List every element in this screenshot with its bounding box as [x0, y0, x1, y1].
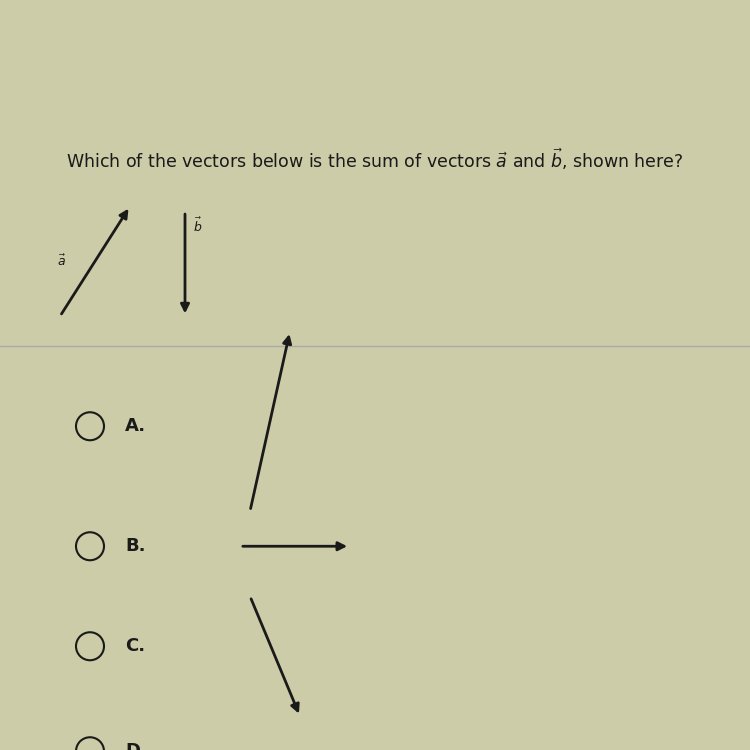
Text: Which of the vectors below is the sum of vectors $\vec{a}$ and $\vec{b}$, shown : Which of the vectors below is the sum of… [67, 146, 683, 172]
Text: B.: B. [125, 537, 146, 555]
Text: A.: A. [125, 417, 146, 435]
Text: D.: D. [125, 742, 147, 750]
Text: $\vec{a}$: $\vec{a}$ [57, 254, 67, 269]
Text: C.: C. [125, 638, 146, 656]
Text: $\vec{b}$: $\vec{b}$ [193, 216, 202, 235]
